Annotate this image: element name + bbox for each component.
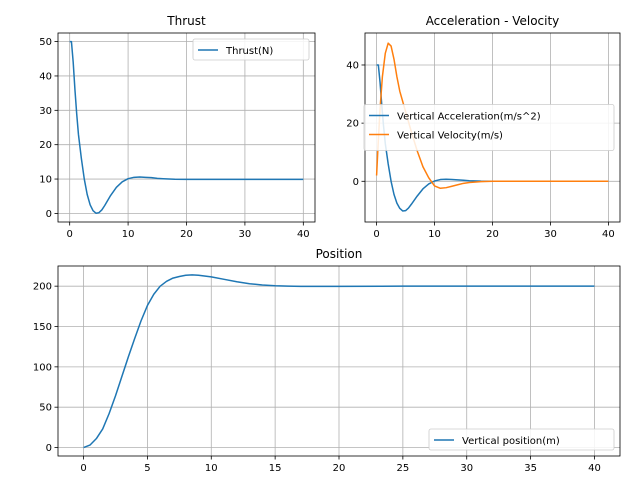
y-tick-label: 100 — [33, 362, 52, 373]
x-tick-label: 35 — [524, 463, 537, 474]
y-tick-label: 0 — [46, 443, 52, 454]
x-tick-label: 0 — [66, 229, 72, 240]
legend-label: Vertical position(m) — [462, 436, 560, 447]
x-tick-label: 5 — [144, 463, 150, 474]
subplot-2: 0 10 20 30 40 0 20 40 Acceleration - Velocity Ver… — [346, 14, 621, 240]
y-tick-label: 50 — [39, 403, 52, 414]
x-tick-label: 10 — [122, 229, 135, 240]
legend: Vertical Acceleration(m/s^2) Vertical Vel… — [363, 104, 615, 151]
x-tick-label: 40 — [602, 229, 615, 240]
legend-label: Vertical Velocity(m/s) — [397, 131, 503, 142]
legend-box — [363, 104, 615, 151]
y-tick-label: 20 — [39, 140, 52, 151]
y-tick-label: 0 — [353, 177, 359, 188]
y-tick-label: 40 — [346, 60, 359, 71]
y-tick-label: 40 — [39, 71, 52, 82]
x-tick-label: 0 — [80, 463, 86, 474]
subplot-3: 0 5 10 15 20 25 30 35 40 0 50 100 150 200 Position Vert… — [33, 247, 621, 474]
y-tick-label: 0 — [46, 209, 52, 220]
x-tick-label: 20 — [180, 229, 193, 240]
series-line-2 — [375, 42, 609, 190]
y-tick-label: 10 — [39, 175, 52, 186]
x-tick-label: 10 — [205, 463, 218, 474]
x-tick-label: 10 — [428, 229, 441, 240]
legend-box — [428, 428, 615, 451]
chart-title: Position — [316, 247, 363, 261]
x-tick-label: 30 — [239, 229, 252, 240]
subplot-1: 0 10 20 30 40 0 10 20 30 40 50 Thrust Thrust(N) — [39, 14, 316, 240]
x-tick-label: 30 — [460, 463, 473, 474]
y-tick-label: 20 — [346, 119, 359, 130]
y-tick-label: 50 — [39, 37, 52, 48]
x-tick-label: 25 — [396, 463, 409, 474]
y-tick-label: 200 — [33, 282, 52, 293]
x-tick-label: 20 — [486, 229, 499, 240]
x-tick-label: 15 — [269, 463, 282, 474]
legend-label: Thrust(N) — [225, 46, 273, 57]
legend-label: Vertical Acceleration(m/s^2) — [397, 112, 541, 123]
legend: Thrust(N) — [192, 38, 310, 61]
y-tick-label: 30 — [39, 106, 52, 117]
y-tick-label: 150 — [33, 322, 52, 333]
x-tick-label: 40 — [588, 463, 601, 474]
x-tick-label: 40 — [297, 229, 310, 240]
chart-title: Thrust — [166, 14, 206, 28]
series-line-1 — [83, 274, 595, 449]
series-line-1 — [69, 40, 304, 214]
chart-title: Acceleration - Velocity — [426, 14, 560, 28]
legend-box — [192, 38, 310, 61]
x-tick-label: 20 — [333, 463, 346, 474]
legend: Vertical position(m) — [428, 428, 615, 451]
x-tick-label: 0 — [373, 229, 379, 240]
x-tick-label: 30 — [544, 229, 557, 240]
